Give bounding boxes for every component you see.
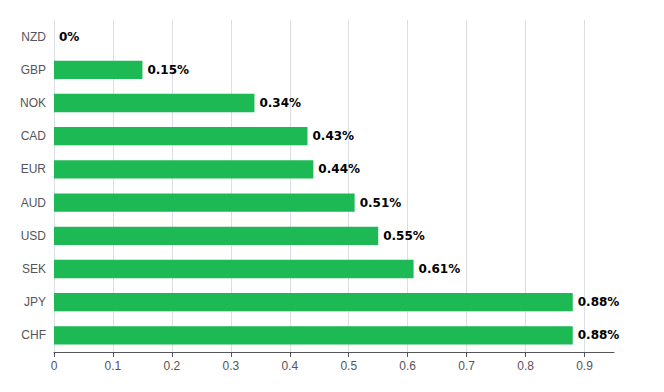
svg-text:0.34%: 0.34% xyxy=(259,96,301,110)
svg-text:0.2: 0.2 xyxy=(164,359,181,373)
svg-text:JPY: JPY xyxy=(24,295,46,309)
svg-text:0.43%: 0.43% xyxy=(312,129,354,143)
svg-text:NOK: NOK xyxy=(20,96,46,110)
svg-text:0.55%: 0.55% xyxy=(383,229,425,243)
svg-text:0.15%: 0.15% xyxy=(147,63,189,77)
svg-text:0.6: 0.6 xyxy=(399,359,416,373)
svg-text:NZD: NZD xyxy=(21,30,46,44)
svg-text:EUR: EUR xyxy=(21,162,47,176)
svg-text:0%: 0% xyxy=(59,30,79,44)
svg-text:AUD: AUD xyxy=(21,196,47,210)
svg-text:GBP: GBP xyxy=(21,63,46,77)
svg-text:0.4: 0.4 xyxy=(281,359,298,373)
svg-text:0.1: 0.1 xyxy=(105,359,122,373)
svg-text:0.9: 0.9 xyxy=(576,359,593,373)
svg-text:CHF: CHF xyxy=(21,328,46,342)
svg-text:0: 0 xyxy=(51,359,58,373)
svg-text:0.88%: 0.88% xyxy=(578,295,620,309)
svg-text:0.88%: 0.88% xyxy=(578,328,620,342)
svg-text:SEK: SEK xyxy=(22,262,46,276)
svg-text:0.5: 0.5 xyxy=(340,359,357,373)
svg-text:0.7: 0.7 xyxy=(458,359,475,373)
svg-text:CAD: CAD xyxy=(21,129,47,143)
svg-text:USD: USD xyxy=(21,229,47,243)
svg-text:0.44%: 0.44% xyxy=(318,162,360,176)
svg-text:0.61%: 0.61% xyxy=(419,262,461,276)
svg-text:0.51%: 0.51% xyxy=(360,196,402,210)
svg-text:0.8: 0.8 xyxy=(517,359,534,373)
svg-text:0.3: 0.3 xyxy=(223,359,240,373)
